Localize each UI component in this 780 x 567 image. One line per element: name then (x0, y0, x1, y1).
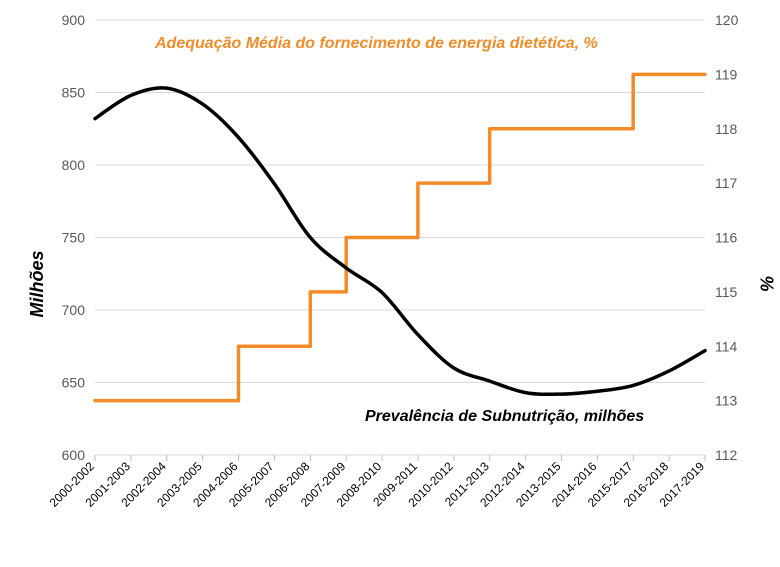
y-right-tick-label: 115 (715, 284, 738, 300)
y-right-tick-label: 118 (715, 121, 738, 137)
y-left-tick-label: 800 (62, 157, 86, 173)
series-line-undernourishment (95, 88, 705, 394)
y-right-tick-label: 114 (715, 338, 738, 354)
y-right-tick-label: 117 (715, 175, 738, 191)
y-right-tick-label: 119 (715, 66, 738, 82)
y-right-tick-label: 120 (715, 12, 739, 28)
y-right-tick-label: 113 (715, 393, 738, 409)
series-label-adequacy: Adequação Média do fornecimento de energ… (155, 35, 598, 53)
y-left-tick-label: 750 (62, 230, 86, 246)
y-right-axis-title: % (757, 275, 778, 291)
y-left-tick-label: 650 (62, 375, 86, 391)
series-label-undernourishment: Prevalência de Subnutrição, milhões (365, 408, 644, 426)
y-left-axis-title: Milhões (27, 250, 48, 317)
y-right-tick-label: 112 (715, 447, 738, 463)
y-left-tick-label: 700 (62, 302, 86, 318)
chart-container: 600 650 700 750 800 850 900 112 113 114 115 116 117 1… (0, 0, 780, 567)
y-left-tick-label: 900 (62, 12, 86, 28)
y-left-tick-label: 850 (62, 85, 86, 101)
chart-svg: 600 650 700 750 800 850 900 112 113 114 115 116 117 1… (0, 0, 780, 567)
y-right-tick-label: 116 (715, 230, 738, 246)
y-left-tick-label: 600 (62, 447, 86, 463)
